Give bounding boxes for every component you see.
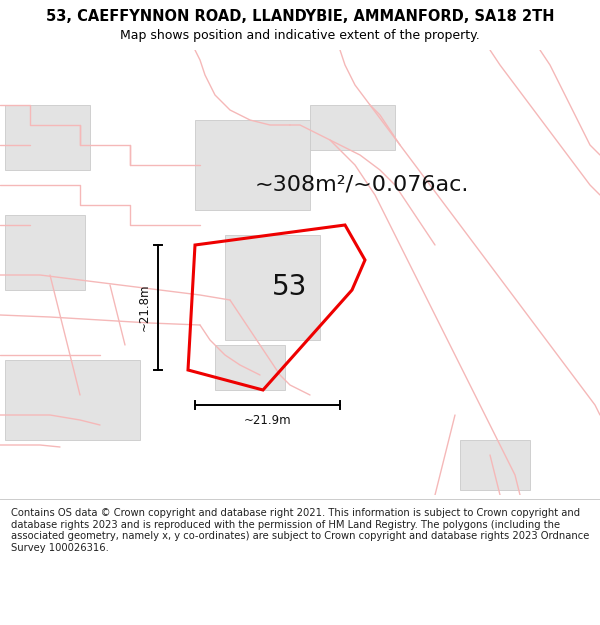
Polygon shape	[215, 345, 285, 390]
Polygon shape	[5, 105, 90, 170]
Polygon shape	[195, 120, 310, 210]
Text: 53, CAEFFYNNON ROAD, LLANDYBIE, AMMANFORD, SA18 2TH: 53, CAEFFYNNON ROAD, LLANDYBIE, AMMANFOR…	[46, 9, 554, 24]
Polygon shape	[310, 105, 395, 150]
Text: Contains OS data © Crown copyright and database right 2021. This information is : Contains OS data © Crown copyright and d…	[11, 508, 589, 552]
Text: 53: 53	[272, 272, 307, 301]
Text: ~308m²/~0.076ac.: ~308m²/~0.076ac.	[255, 175, 469, 195]
Polygon shape	[225, 235, 320, 340]
Polygon shape	[460, 440, 530, 490]
Text: ~21.9m: ~21.9m	[244, 414, 292, 426]
Text: ~21.8m: ~21.8m	[137, 284, 151, 331]
Polygon shape	[5, 360, 140, 440]
Text: Map shows position and indicative extent of the property.: Map shows position and indicative extent…	[120, 29, 480, 42]
Polygon shape	[5, 215, 85, 290]
